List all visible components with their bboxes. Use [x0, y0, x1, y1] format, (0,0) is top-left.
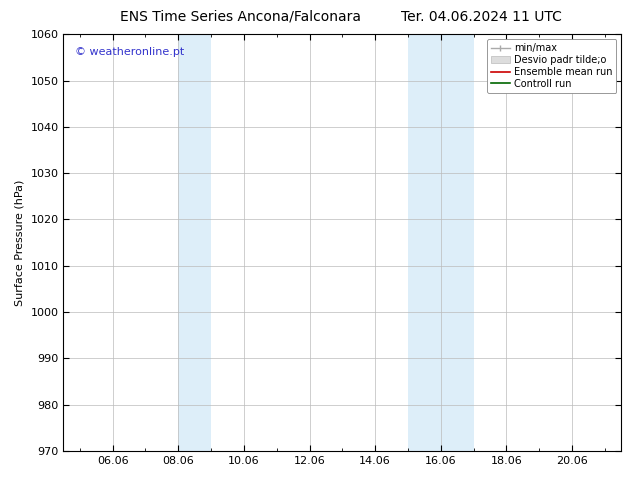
Text: © weatheronline.pt: © weatheronline.pt — [75, 47, 184, 57]
Bar — [178, 34, 211, 451]
Text: Ter. 04.06.2024 11 UTC: Ter. 04.06.2024 11 UTC — [401, 10, 562, 24]
Y-axis label: Surface Pressure (hPa): Surface Pressure (hPa) — [15, 179, 25, 306]
Bar — [408, 34, 474, 451]
Legend: min/max, Desvio padr tilde;o, Ensemble mean run, Controll run: min/max, Desvio padr tilde;o, Ensemble m… — [487, 39, 616, 93]
Text: ENS Time Series Ancona/Falconara: ENS Time Series Ancona/Falconara — [120, 10, 361, 24]
